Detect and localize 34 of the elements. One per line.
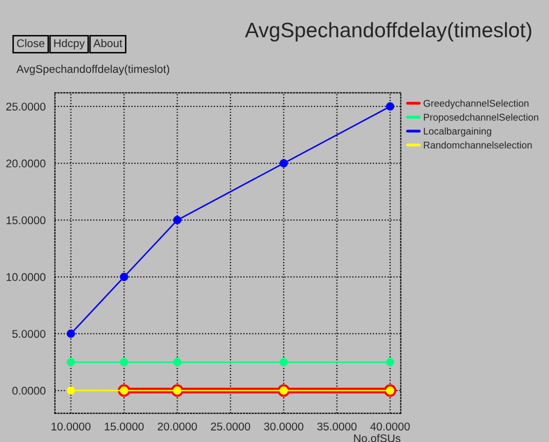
point (173, 358, 182, 366)
legend-label: ProposedchannelSelection (424, 114, 538, 123)
x-tick-label: 10.0000 (52, 422, 91, 430)
y-tick-label: 10.0000 (6, 273, 46, 282)
point (280, 159, 288, 168)
y-axis-title: AvgSpechandoffdelay(timeslot) (16, 64, 170, 76)
text: Hdcpy (54, 39, 85, 50)
chart-title: AvgSpechandoffdelay(timeslot) (244, 22, 532, 42)
point (386, 102, 394, 111)
point (66, 386, 76, 395)
y-tick-label: 20.0000 (6, 160, 46, 168)
x-tick-label: 25.0000 (210, 422, 250, 430)
point (173, 216, 182, 224)
text: About (93, 39, 122, 48)
x-tick-label: 40.0000 (370, 422, 410, 430)
point (386, 358, 394, 366)
point (120, 358, 128, 366)
legend-label: Randomchannelselection (424, 141, 532, 149)
x-tick-label: 15.0000 (104, 422, 144, 430)
point (66, 330, 76, 338)
y-tick-label: 0.0000 (12, 386, 46, 395)
x-tick-label: 20.0000 (158, 422, 197, 430)
y-tick-label: 5.0000 (12, 330, 46, 338)
x-tick-label: 30.0000 (264, 422, 304, 430)
y-tick-label: 25.0000 (6, 102, 46, 111)
legend-label: Localbargaining (424, 127, 492, 137)
point (120, 272, 128, 282)
point (66, 358, 76, 366)
y-tick-label: 15.0000 (6, 216, 46, 224)
point (280, 358, 288, 366)
x-axis-title: No.ofSUs (354, 434, 400, 442)
text: Close (17, 39, 44, 48)
legend-label: GreedychannelSelection (424, 100, 528, 109)
x-tick-label: 35.0000 (317, 422, 357, 430)
